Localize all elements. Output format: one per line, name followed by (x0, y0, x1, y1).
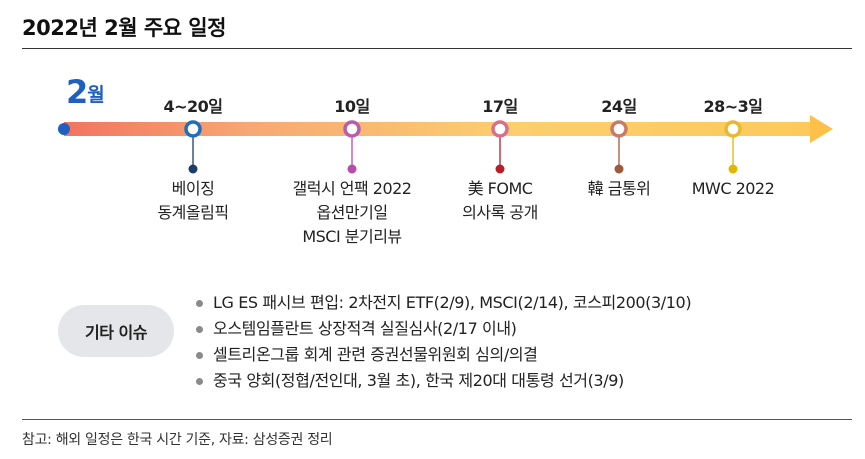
event-label: 베이징 동계올림픽 (93, 177, 293, 225)
list-item-text: LG ES 패시브 편입: 2차전지 ETF(2/9), MSCI(2/14),… (213, 293, 692, 312)
event-date: 24일 (601, 97, 637, 116)
event-label-line: 옵션만기일 (316, 203, 388, 222)
event-label-line: MWC 2022 (691, 179, 775, 198)
event-marker (724, 120, 742, 138)
list-item: 오스템임플란트 상장적격 실질심사(2/17 이내) (196, 316, 691, 342)
event-label-line: 동계올림픽 (157, 203, 229, 222)
event-label: 美 FOMC 의사록 공개 (400, 177, 600, 225)
event-dot (728, 164, 738, 174)
event-label: 韓 금통위 (519, 177, 719, 201)
footer-divider (22, 419, 852, 420)
month-number: 2 (66, 73, 88, 111)
list-item-text: 셀트리온그룹 회계 관련 증권선물위원회 심의/의결 (213, 345, 538, 364)
month-label: 2월 (66, 73, 105, 111)
other-issues-list: LG ES 패시브 편입: 2차전지 ETF(2/9), MSCI(2/14),… (196, 290, 692, 394)
event-dot (495, 164, 505, 174)
timeline-bar (64, 122, 812, 136)
event-date: 17일 (482, 97, 518, 116)
bullet-icon (196, 377, 203, 385)
event-label-line: 베이징 (171, 179, 215, 198)
event-dot (614, 164, 624, 174)
title-divider (22, 48, 852, 49)
event-marker (343, 120, 361, 138)
list-item: 셀트리온그룹 회계 관련 증권선물위원회 심의/의결 (196, 342, 691, 368)
event-label-line: 갤럭시 언팩 2022 (292, 179, 413, 198)
event-label-line: 美 FOMC (467, 179, 533, 198)
month-suffix: 월 (87, 84, 105, 106)
list-item-text: 중국 양회(정협/전인대, 3월 초), 한국 제20대 대통령 선거(3/9) (213, 371, 624, 390)
event-date: 28~3일 (703, 97, 763, 116)
event-marker (491, 120, 509, 138)
event-date: 4~20일 (163, 97, 223, 116)
list-item: LG ES 패시브 편입: 2차전지 ETF(2/9), MSCI(2/14),… (196, 290, 692, 316)
bullet-icon (196, 325, 203, 333)
event-dot (347, 164, 357, 174)
timeline-start-dot (58, 123, 70, 135)
timeline (58, 115, 833, 174)
source-note: 참고: 해외 일정은 한국 시간 기준, 자료: 삼성증권 정리 (22, 432, 333, 448)
event-label: MWC 2022 (633, 177, 833, 201)
page-title: 2022년 2월 주요 일정 (22, 16, 226, 40)
list-item-text: 오스템임플란트 상장적격 실질심사(2/17 이내) (213, 319, 517, 338)
bullet-icon (196, 299, 203, 307)
event-marker (184, 120, 202, 138)
event-dot (188, 164, 198, 174)
list-item: 중국 양회(정협/전인대, 3월 초), 한국 제20대 대통령 선거(3/9) (196, 368, 691, 394)
bullet-icon (196, 351, 203, 359)
event-label-line: 의사록 공개 (462, 203, 538, 222)
event-label-line: 韓 금통위 (587, 179, 651, 198)
event-date: 10일 (334, 97, 370, 116)
event-label: 갤럭시 언팩 2022 옵션만기일 MSCI 분기리뷰 (252, 177, 452, 249)
event-label-line: MSCI 분기리뷰 (302, 227, 402, 246)
other-issues-badge: 기타 이슈 (58, 305, 174, 357)
timeline-arrowhead (810, 115, 833, 143)
event-marker (610, 120, 628, 138)
